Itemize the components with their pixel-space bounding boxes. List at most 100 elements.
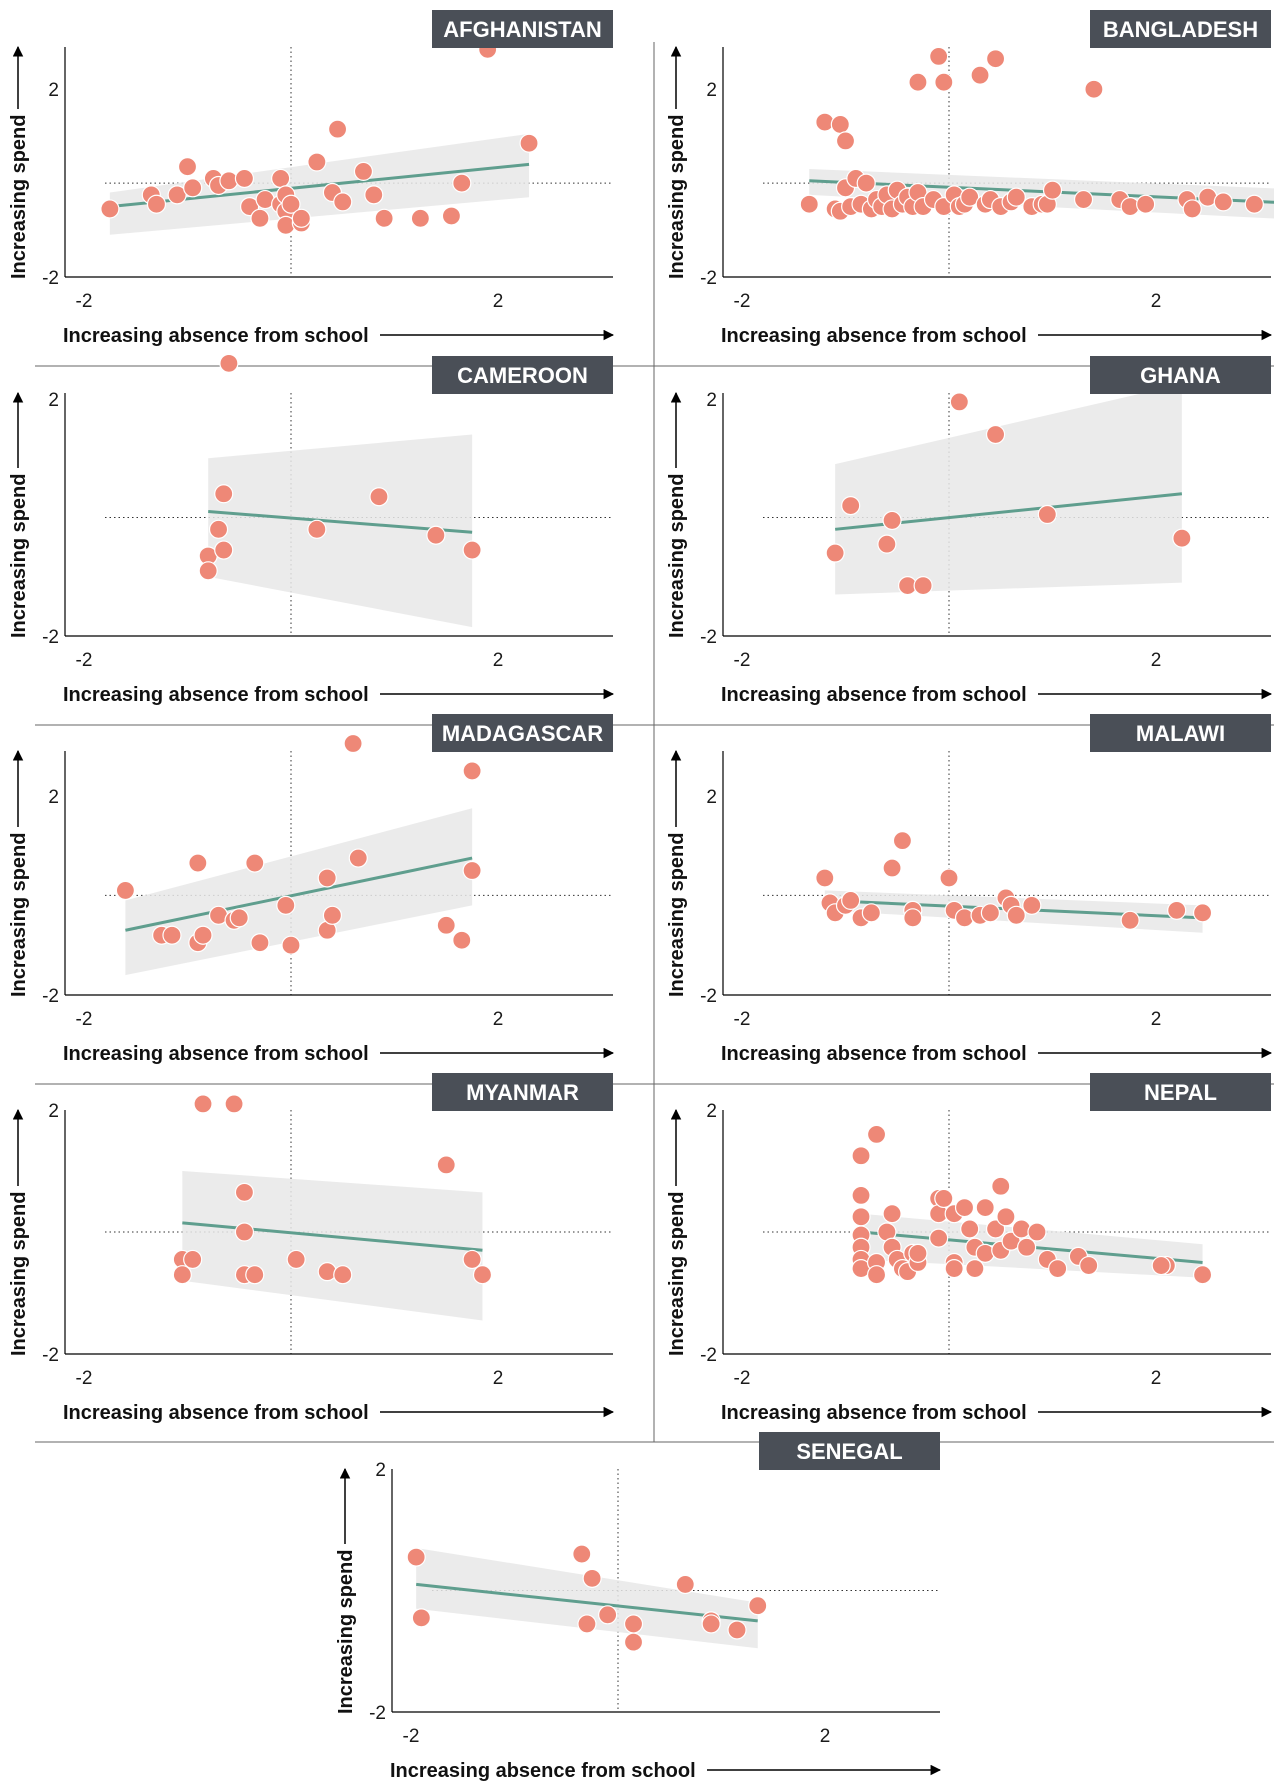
data-point (1120, 910, 1140, 930)
data-point (975, 1243, 995, 1263)
panel-title-banner (759, 1432, 940, 1470)
data-point (1192, 1265, 1213, 1285)
y-tick-label: 2 (706, 787, 717, 808)
data-point (214, 484, 234, 504)
confidence-band (416, 1547, 758, 1649)
data-point (1011, 1219, 1032, 1239)
x-axis-title: Increasing absence from school (63, 325, 369, 347)
y-tick-label: -2 (369, 1703, 386, 1724)
panel-title-banner (1090, 714, 1271, 752)
data-point (825, 543, 845, 563)
y-tick-label: -2 (700, 986, 717, 1007)
y-axis-title: Increasing spend (666, 833, 688, 998)
data-point (172, 1265, 192, 1285)
data-point (830, 114, 850, 135)
x-tick-label: 2 (820, 1726, 831, 1747)
data-point (908, 72, 928, 92)
data-point (472, 1265, 493, 1285)
confidence-band (809, 169, 1274, 219)
data-point (1006, 905, 1026, 925)
x-axis-title: Increasing absence from school (721, 684, 1027, 706)
data-point (188, 853, 208, 873)
data-point (1172, 528, 1192, 548)
x-tick-label: -2 (734, 650, 751, 671)
data-point (333, 192, 353, 212)
data-point (452, 173, 472, 193)
y-tick-label: -2 (42, 1345, 59, 1366)
data-point (291, 208, 311, 228)
x-tick-label: -2 (403, 1726, 420, 1747)
panel-title-banner (1090, 1073, 1271, 1111)
panel-title: AFGHANISTAN (443, 17, 601, 42)
data-point (1022, 895, 1042, 915)
data-point (281, 194, 301, 214)
data-point (908, 1243, 928, 1263)
y-axis-title: Increasing spend (666, 1192, 688, 1357)
data-point (462, 761, 482, 781)
data-point (307, 152, 327, 172)
data-point (462, 540, 482, 560)
data-point (234, 1182, 255, 1202)
data-point (436, 1155, 456, 1175)
data-point (436, 915, 456, 935)
data-point (348, 848, 368, 868)
data-point (861, 903, 881, 923)
data-point (980, 903, 1001, 923)
fit-line (208, 510, 473, 534)
data-point (462, 1249, 482, 1270)
panel-title: MALAWI (1136, 721, 1225, 746)
data-point (1192, 903, 1213, 923)
data-point (577, 1614, 597, 1634)
data-point (317, 868, 337, 888)
data-point (1244, 194, 1264, 214)
data-point (675, 1574, 695, 1595)
y-tick-label: -2 (42, 268, 59, 289)
x-axis-title: Increasing absence from school (63, 684, 369, 706)
x-tick-label: 2 (493, 1009, 504, 1030)
panel-title-banner (1090, 356, 1271, 394)
x-tick-label: 2 (1151, 291, 1162, 312)
confidence-band (208, 434, 473, 628)
data-point (250, 933, 270, 953)
data-point (882, 858, 902, 878)
data-point (965, 1258, 985, 1279)
panel-separators (35, 42, 1274, 1443)
y-tick-label: -2 (700, 268, 717, 289)
data-point (369, 487, 389, 507)
data-point (198, 561, 218, 581)
y-tick-label: -2 (700, 627, 717, 648)
fit-line (182, 1221, 483, 1252)
y-tick-label: 2 (706, 80, 717, 101)
data-point (286, 1249, 306, 1270)
data-point (727, 1620, 747, 1640)
data-point (851, 1207, 871, 1227)
panel-title: SENEGAL (796, 1439, 902, 1464)
data-point (1182, 199, 1202, 219)
data-point (835, 131, 856, 151)
data-point (146, 194, 167, 214)
panel-title: NEPAL (1144, 1080, 1217, 1105)
y-tick-label: -2 (700, 1345, 717, 1366)
data-point (193, 1094, 213, 1114)
data-point (701, 1614, 721, 1634)
panel-myanmar: MYANMAR 2 -2 -2 2 Increasing absence from sch… (8, 1073, 615, 1424)
panel-afghanistan: AFGHANISTAN 2 -2 -2 2 Increasing absence from… (8, 10, 615, 347)
data-point (866, 1265, 887, 1285)
data-point (799, 194, 819, 214)
data-point (985, 1219, 1006, 1239)
x-axis-title: Increasing absence from school (63, 1402, 369, 1424)
x-tick-label: 2 (493, 1368, 504, 1389)
panel-bangladesh: BANGLADESH 2 -2 -2 2 Increasing absence from … (666, 10, 1274, 347)
x-tick-label: -2 (734, 1368, 751, 1389)
y-tick-label: 2 (48, 1101, 59, 1122)
y-axis-title: Increasing spend (8, 115, 30, 280)
x-tick-label: -2 (734, 291, 751, 312)
x-axis-title: Increasing absence from school (721, 1043, 1027, 1065)
y-tick-label: 2 (48, 390, 59, 411)
data-point (1151, 1255, 1171, 1276)
data-point (975, 1197, 995, 1218)
data-point (183, 178, 203, 198)
data-point (364, 185, 384, 205)
panel-senegal: SENEGAL 2 -2 -2 2 Increasing absence from sch… (335, 1432, 942, 1782)
